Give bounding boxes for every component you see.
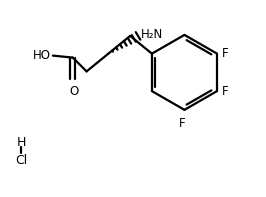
Text: H₂N: H₂N <box>141 28 163 41</box>
Text: HO: HO <box>33 49 51 62</box>
Text: F: F <box>222 47 228 60</box>
Text: O: O <box>69 85 78 98</box>
Text: F: F <box>179 117 186 130</box>
Text: Cl: Cl <box>15 154 27 167</box>
Text: H: H <box>16 136 26 149</box>
Text: F: F <box>222 85 228 98</box>
